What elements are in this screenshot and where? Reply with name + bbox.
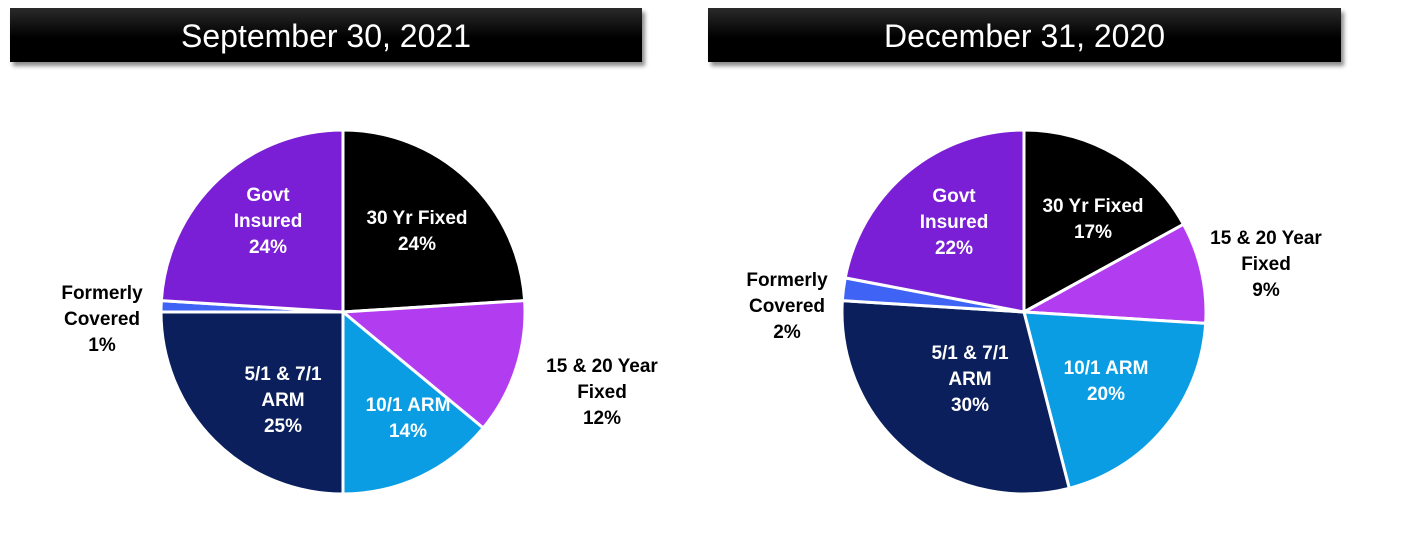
pie-chart-sep-2021: 30 Yr Fixed 24% 15 & 20 Year Fixed 12% 10/1 A…: [61, 128, 658, 496]
slice-label-line: ARM: [948, 369, 991, 390]
slice-label-line: Insured: [234, 211, 303, 232]
slice-label-fifteen: 15 & 20 Year Fixed 12%: [546, 356, 658, 429]
slice-label-line: Formerly: [746, 270, 828, 291]
slice-label-line: Govt: [932, 186, 976, 207]
slice-label-line: 1%: [88, 335, 116, 356]
slice-label-line: 20%: [1087, 384, 1125, 405]
slice-label-line: 15 & 20 Year: [546, 356, 658, 377]
slice-label-line: Covered: [749, 296, 825, 317]
slice-label-line: 22%: [935, 238, 973, 259]
pie-slice-thirty: [1022, 128, 1185, 314]
slice-label-line: ARM: [261, 390, 304, 411]
slice-label-line: 17%: [1074, 222, 1112, 243]
slice-label-ten: 10/1 ARM 14%: [366, 395, 451, 442]
slice-label-fifteen: 15 & 20 Year Fixed 9%: [1210, 228, 1322, 301]
chart-title-banner: December 31, 2020: [708, 8, 1341, 62]
slice-label-govt: Govt Insured 22%: [920, 186, 989, 259]
slice-label-line: Fixed: [577, 382, 627, 403]
chart-panel-dec-2020: December 31, 2020 30 Yr Fixed 17% 15 & 20 …: [700, 0, 1402, 548]
slice-label-line: Covered: [64, 309, 140, 330]
slice-label-line: 5/1 & 7/1: [244, 364, 322, 385]
slice-label-line: 12%: [583, 408, 621, 429]
pie-slice-govt: [843, 128, 1026, 314]
slice-label-thirty: 30 Yr Fixed 17%: [1042, 196, 1143, 243]
pie-slice-thirty: [341, 128, 527, 314]
slice-label-ten: 10/1 ARM 20%: [1064, 358, 1149, 405]
slice-label-line: 30 Yr Fixed: [1042, 196, 1143, 217]
slice-label-line: 10/1 ARM: [1064, 358, 1149, 379]
pie-slice-govt: [159, 128, 345, 314]
slice-label-line: 24%: [398, 234, 436, 255]
slice-label-thirty: 30 Yr Fixed 24%: [366, 208, 467, 255]
pie-slice-fifteen: [341, 299, 527, 430]
slice-label-formerly: Formerly Covered 1%: [61, 283, 143, 356]
slice-label-govt: Govt Insured 24%: [234, 185, 303, 258]
slice-label-line: Insured: [920, 212, 989, 233]
pie-slice-five: [159, 310, 345, 496]
pie-chart-dec-2020: 30 Yr Fixed 17% 15 & 20 Year Fixed 9% 10/1 AR…: [746, 128, 1322, 496]
slice-label-line: 15 & 20 Year: [1210, 228, 1322, 249]
slice-label-five: 5/1 & 7/1 ARM 25%: [244, 364, 322, 437]
slice-label-line: 5/1 & 7/1: [931, 343, 1009, 364]
slice-label-line: Fixed: [1241, 254, 1291, 275]
pie-slice-ten: [341, 310, 485, 496]
pie-slice-fifteen: [1022, 222, 1208, 325]
chart-title-banner: September 30, 2021: [10, 8, 642, 62]
slice-label-line: 2%: [773, 322, 801, 343]
slice-label-line: 30 Yr Fixed: [366, 208, 467, 229]
slice-label-line: 30%: [951, 395, 989, 416]
slice-label-line: 25%: [264, 416, 302, 437]
slice-label-line: Formerly: [61, 283, 143, 304]
slice-label-formerly: Formerly Covered 2%: [746, 270, 828, 343]
pie-slice-ten: [1022, 310, 1208, 490]
slice-label-line: 9%: [1252, 280, 1280, 301]
slice-label-line: Govt: [246, 185, 290, 206]
slice-label-five: 5/1 & 7/1 ARM 30%: [931, 343, 1009, 416]
slice-label-line: 10/1 ARM: [366, 395, 451, 416]
pie-slice-five: [840, 299, 1071, 496]
chart-panel-sep-2021: September 30, 2021 30 Yr Fixed 24% 15 & 20…: [0, 0, 660, 548]
slice-label-line: 14%: [389, 421, 427, 442]
slice-label-line: 24%: [249, 237, 287, 258]
